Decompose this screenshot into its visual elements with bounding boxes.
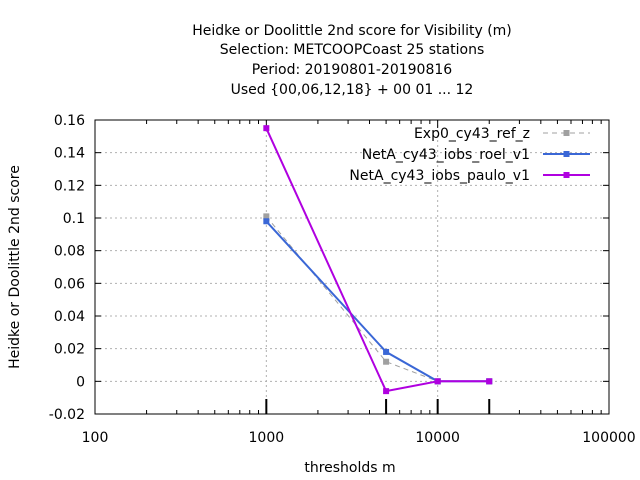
chart-title: Heidke or Doolittle 2nd score for Visibi… bbox=[192, 23, 512, 98]
y-tick-label: 0.02 bbox=[54, 342, 85, 358]
title-line-3: Period: 20190801-20190816 bbox=[252, 62, 452, 78]
series-1 bbox=[263, 213, 493, 385]
legend: Exp0_cy43_ref_z NetA_cy43_iobs_roel_v1 Net… bbox=[349, 126, 590, 184]
x-tick-label: 100 bbox=[82, 430, 109, 446]
data-point bbox=[434, 378, 441, 385]
legend-label: NetA_cy43_iobs_roel_v1 bbox=[362, 147, 530, 163]
series-3 bbox=[263, 125, 493, 395]
legend-label: NetA_cy43_iobs_paulo_v1 bbox=[349, 168, 530, 184]
grid bbox=[95, 120, 609, 414]
x-tick-label: 1000 bbox=[249, 430, 285, 446]
series-2 bbox=[263, 218, 493, 385]
data-point bbox=[263, 125, 270, 132]
plot-frame bbox=[94, 119, 610, 415]
y-tick-label: 0.16 bbox=[54, 113, 85, 129]
title-line-4: Used {00,06,12,18} + 00 01 ... 12 bbox=[231, 82, 474, 98]
y-tick-label: 0 bbox=[76, 374, 85, 390]
data-point bbox=[383, 358, 390, 365]
legend-swatch-marker bbox=[563, 130, 570, 136]
y-axis-ticks: -0.02 0 0.02 0.04 0.06 0.08 0.1 0.12 0.14 0.16 bbox=[49, 113, 609, 423]
data-point bbox=[383, 348, 390, 355]
series-line bbox=[265, 127, 490, 393]
legend-swatch-marker bbox=[563, 151, 570, 157]
y-tick-label: 0.04 bbox=[54, 309, 85, 325]
legend-swatch-marker bbox=[563, 172, 570, 178]
y-axis-label: Heidke or Doolittle 2nd score bbox=[7, 165, 23, 369]
y-tick-label: 0.06 bbox=[54, 276, 85, 292]
title-line-1: Heidke or Doolittle 2nd score for Visibi… bbox=[192, 23, 512, 39]
legend-label: Exp0_cy43_ref_z bbox=[414, 126, 530, 142]
x-tick-label: 10000 bbox=[415, 430, 460, 446]
x-axis-label: thresholds m bbox=[304, 460, 395, 476]
series-line bbox=[265, 220, 490, 383]
y-tick-label: 0.08 bbox=[54, 244, 85, 260]
series-line bbox=[265, 216, 490, 382]
x-tick-label: 100000 bbox=[582, 430, 635, 446]
data-point bbox=[486, 378, 493, 385]
y-tick-label: 0.12 bbox=[54, 178, 85, 194]
y-tick-label: -0.02 bbox=[49, 407, 85, 423]
sample-bars bbox=[265, 399, 491, 414]
data-point bbox=[383, 388, 390, 395]
title-line-2: Selection: METCOOPCoast 25 stations bbox=[220, 42, 485, 58]
data-point bbox=[263, 213, 270, 220]
series-layer bbox=[263, 125, 493, 395]
x-axis-ticks: 100 1000 10000 100000 bbox=[82, 120, 636, 446]
y-tick-label: 0.1 bbox=[63, 211, 85, 227]
data-point bbox=[263, 218, 270, 225]
y-tick-label: 0.14 bbox=[54, 146, 85, 162]
